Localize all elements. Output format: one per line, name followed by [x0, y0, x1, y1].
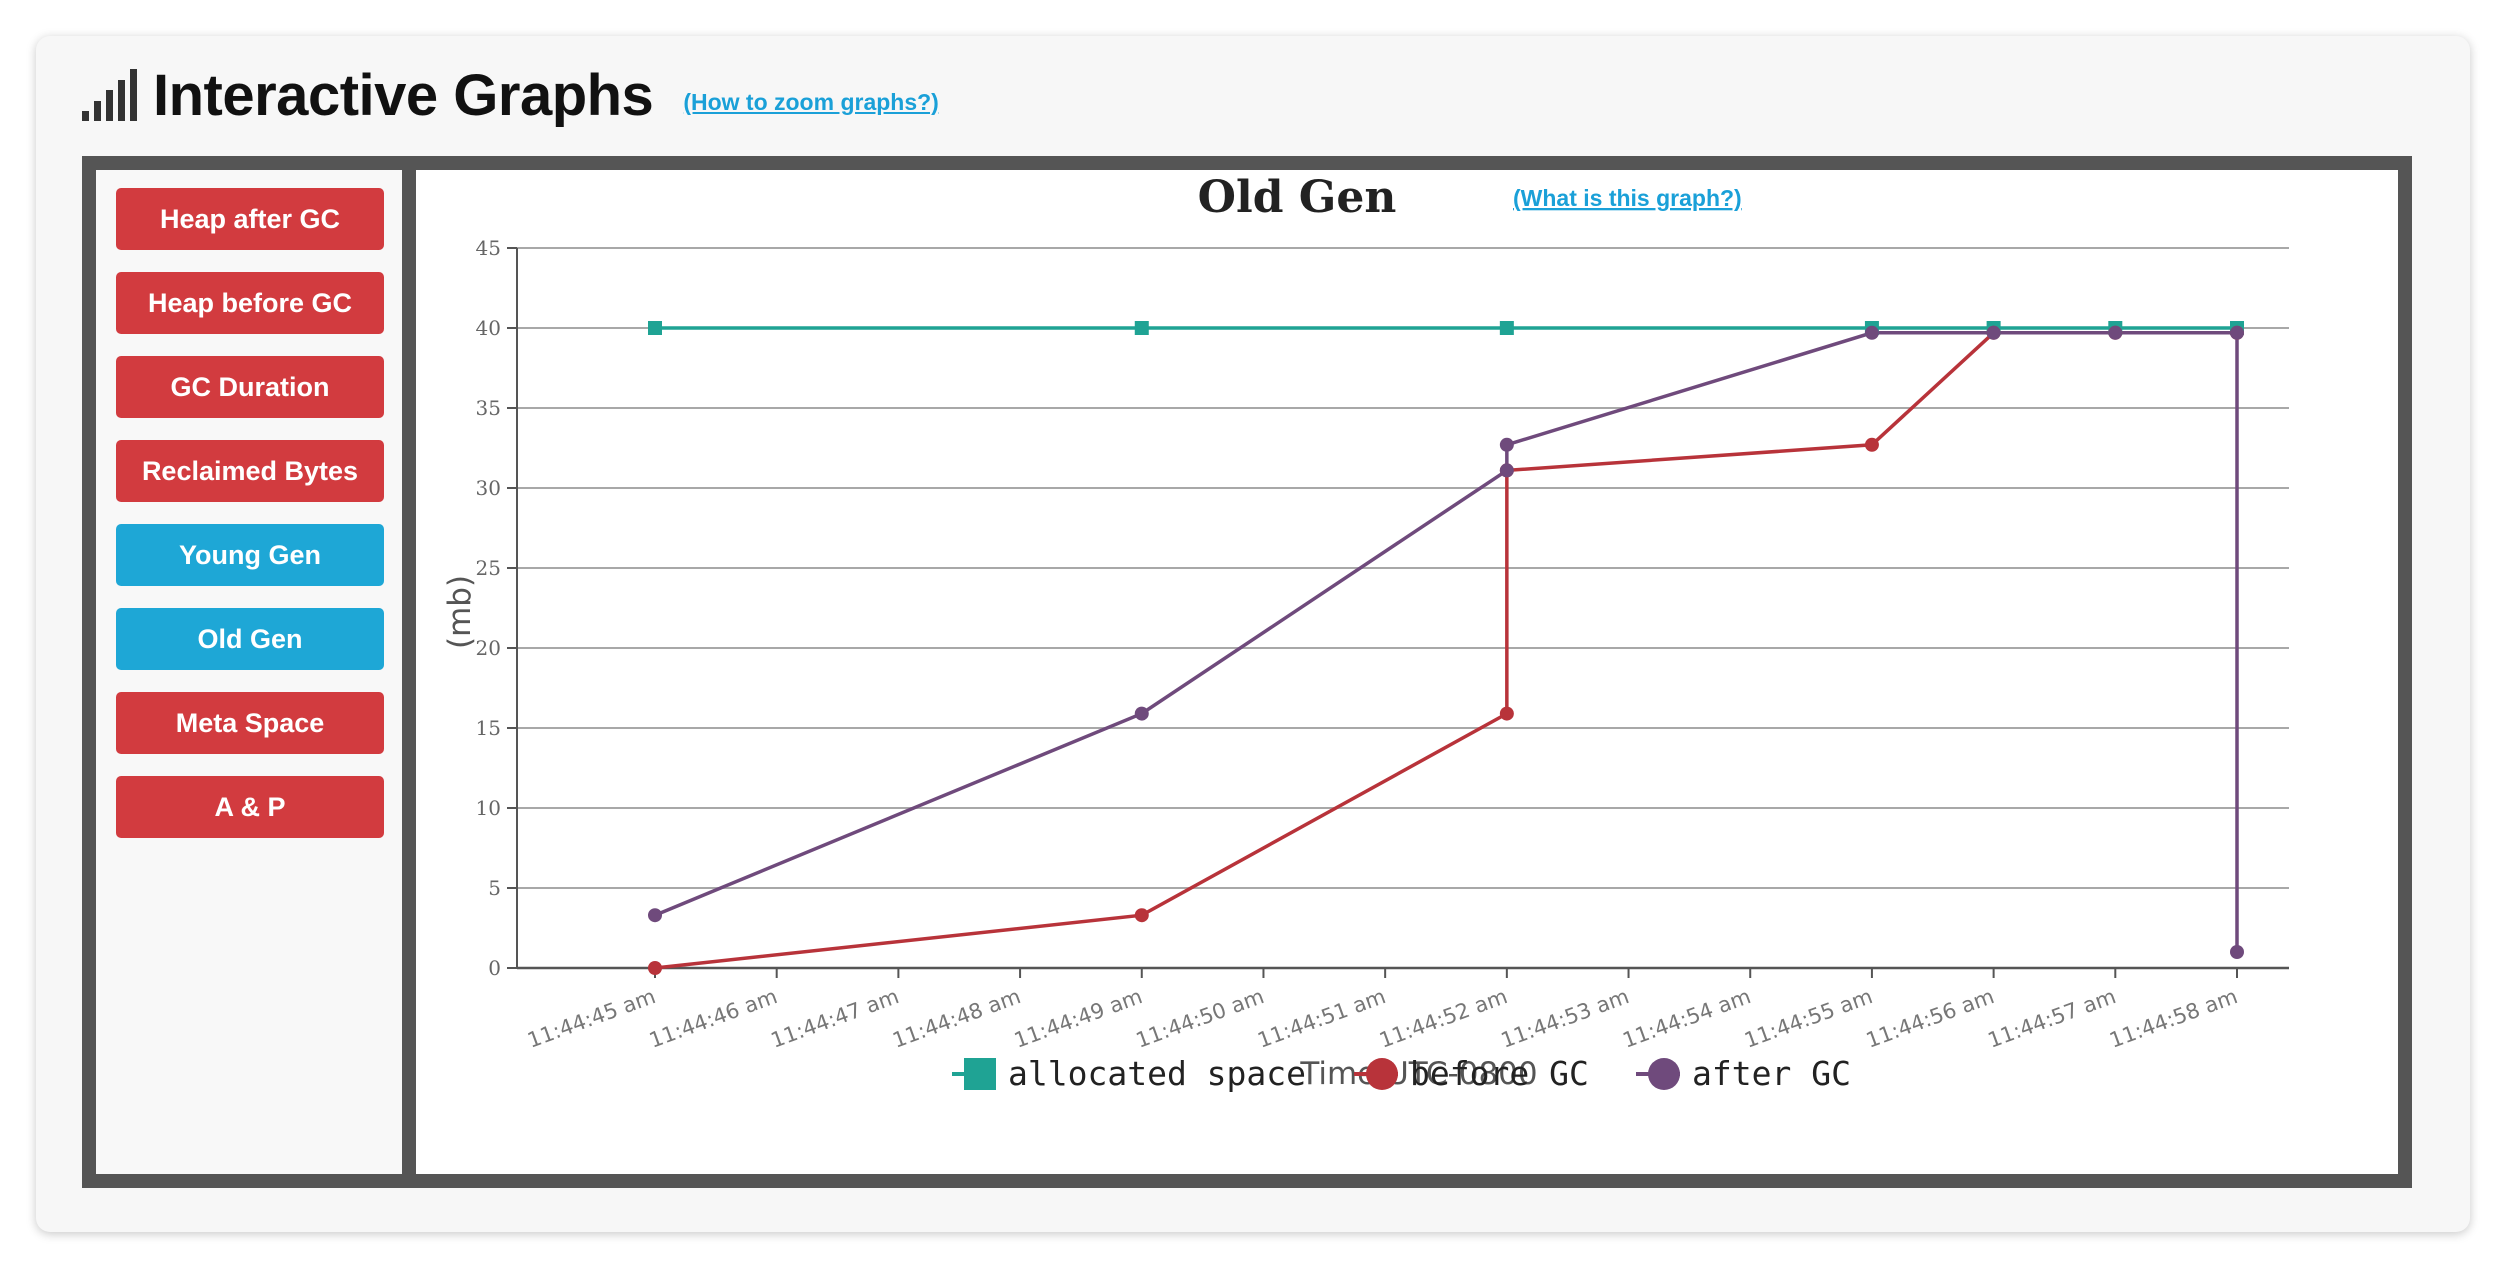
data-point[interactable]	[648, 321, 662, 335]
chart-title: Old Gen	[1198, 172, 1397, 223]
data-point[interactable]	[1864, 325, 1879, 340]
x-tick-label: 11:44:46 am	[646, 984, 780, 1052]
zoom-help-link[interactable]: (How to zoom graphs?)	[683, 88, 939, 115]
x-tick-label: 11:44:51 am	[1254, 984, 1388, 1052]
interactive-graphs-card: Interactive Graphs (How to zoom graphs?)…	[36, 36, 2470, 1232]
data-point[interactable]	[1499, 321, 1514, 335]
meta-space-button[interactable]: Meta Space	[116, 692, 384, 754]
young-gen-button[interactable]: Young Gen	[116, 524, 384, 586]
data-point[interactable]	[1499, 463, 1514, 478]
heap-after-gc-button[interactable]: Heap after GC	[116, 188, 384, 250]
x-tick-label: 11:44:55 am	[1741, 984, 1875, 1052]
legend-square-marker	[964, 1058, 996, 1090]
data-point[interactable]	[2230, 325, 2244, 340]
series-line-before-gc	[654, 331, 2237, 970]
data-point[interactable]	[1986, 325, 2001, 340]
reclaimed-bytes-button[interactable]: Reclaimed Bytes	[116, 440, 384, 502]
old-gen-chart[interactable]: Old Gen (What is this graph?) 0 5 10 15 20 25…	[416, 170, 2398, 1174]
y-tick-label: 10	[476, 796, 501, 820]
x-tick-label: 11:44:50 am	[1133, 984, 1267, 1052]
gc-duration-button[interactable]: GC Duration	[116, 356, 384, 418]
old-gen-button[interactable]: Old Gen	[116, 608, 384, 670]
legend-circle-marker	[1366, 1058, 1398, 1090]
x-tick-label: 11:44:58 am	[2106, 984, 2240, 1052]
x-tick-label: 11:44:57 am	[1985, 984, 2119, 1052]
chart-panel: Old Gen (What is this graph?) 0 5 10 15 20 25…	[416, 170, 2398, 1174]
x-tick-label: 11:44:49 am	[1011, 984, 1145, 1052]
data-point[interactable]	[648, 961, 662, 975]
legend-label[interactable]: before GC	[1410, 1054, 1589, 1093]
series-line-after-gc	[654, 331, 2239, 952]
x-tick-label: 11:44:48 am	[889, 984, 1023, 1052]
data-point[interactable]	[2230, 945, 2244, 959]
y-tick-label: 30	[476, 476, 501, 500]
data-point[interactable]	[1134, 908, 1149, 923]
graph-frame: Heap after GC Heap before GC GC Duration…	[82, 156, 2412, 1188]
signal-bars-icon	[82, 69, 137, 121]
y-tick-label: 5	[488, 876, 501, 900]
graph-selector-sidebar: Heap after GC Heap before GC GC Duration…	[96, 170, 402, 1174]
chart-help-link[interactable]: (What is this graph?)	[1513, 185, 1742, 211]
x-tick-label: 11:44:45 am	[524, 984, 658, 1052]
y-axis-label: (mb)	[442, 575, 478, 649]
a-and-p-button[interactable]: A & P	[116, 776, 384, 838]
x-tick-label: 11:44:53 am	[1498, 984, 1632, 1052]
data-point[interactable]	[2108, 325, 2123, 340]
y-tick-label: 35	[476, 396, 501, 420]
y-tick-label: 40	[476, 316, 501, 340]
y-tick-label: 15	[476, 716, 501, 740]
legend-label[interactable]: allocated space	[1008, 1054, 1306, 1093]
data-point[interactable]	[648, 908, 662, 923]
y-tick-label: 45	[476, 236, 501, 260]
heap-before-gc-button[interactable]: Heap before GC	[116, 272, 384, 334]
x-tick-label: 11:44:56 am	[1863, 984, 1997, 1052]
data-point[interactable]	[1134, 321, 1149, 335]
legend-circle-marker	[1648, 1058, 1680, 1090]
x-tick-label: 11:44:54 am	[1620, 984, 1754, 1052]
y-tick-label: 0	[488, 956, 501, 980]
x-tick-label: 11:44:47 am	[768, 984, 902, 1052]
y-tick-label: 20	[476, 636, 501, 660]
x-tick-label: 11:44:52 am	[1376, 984, 1510, 1052]
header: Interactive Graphs (How to zoom graphs?)	[82, 50, 939, 140]
x-axis-label: Time UTC-0800	[1299, 1056, 1537, 1092]
data-point[interactable]	[1134, 706, 1149, 721]
data-point[interactable]	[1864, 437, 1879, 452]
legend-label[interactable]: after GC	[1692, 1054, 1851, 1093]
y-tick-label: 25	[476, 556, 501, 580]
data-point[interactable]	[1499, 437, 1514, 452]
data-point[interactable]	[1499, 706, 1514, 721]
page-title: Interactive Graphs	[153, 62, 654, 128]
